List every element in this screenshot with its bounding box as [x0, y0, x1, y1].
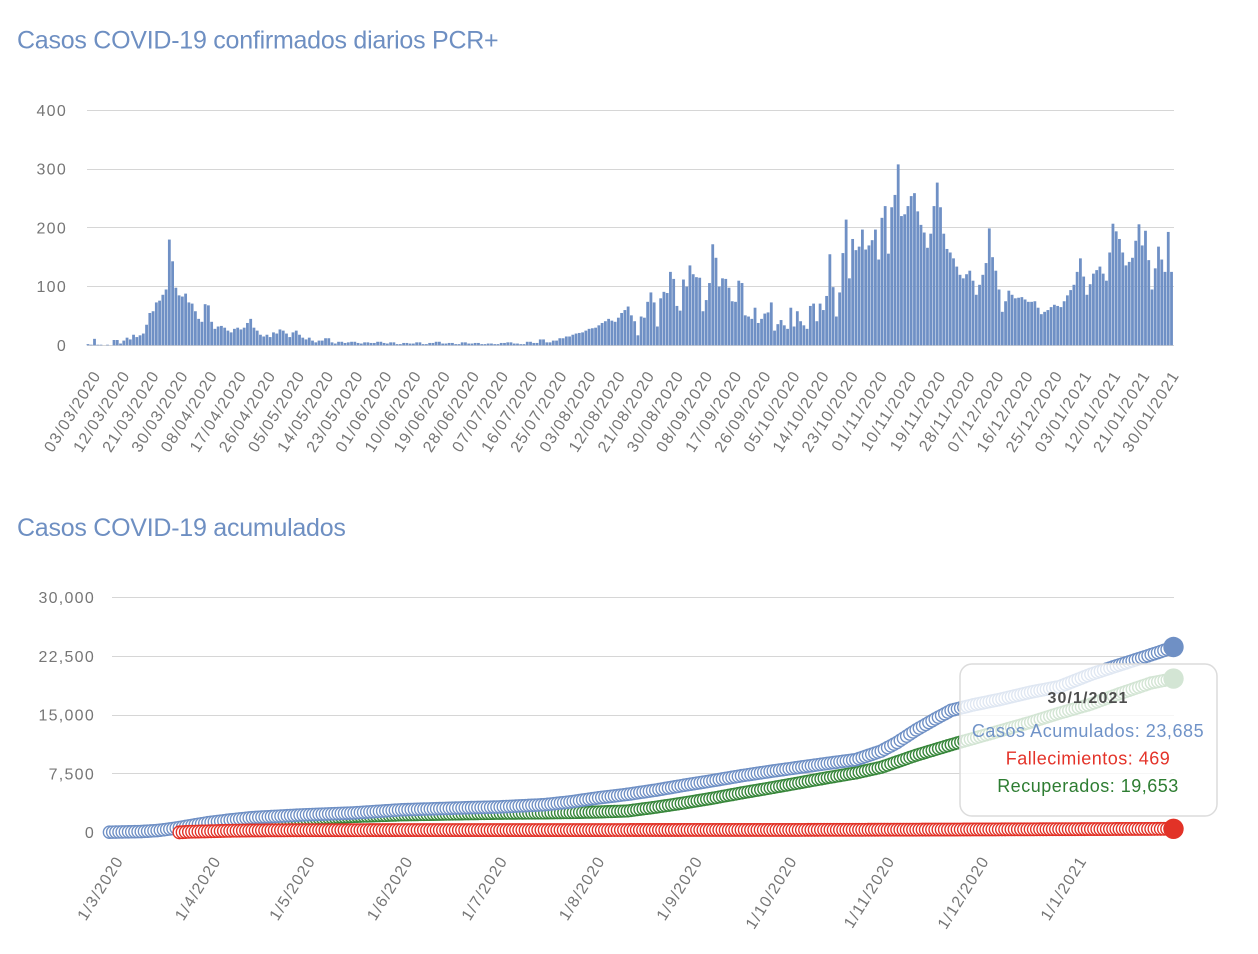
svg-text:30,000: 30,000 [38, 590, 95, 607]
svg-text:400: 400 [36, 103, 67, 120]
svg-text:22,500: 22,500 [38, 649, 95, 666]
svg-text:300: 300 [36, 162, 67, 179]
svg-text:100: 100 [36, 279, 67, 296]
svg-text:0: 0 [85, 825, 95, 842]
svg-text:Casos Acumulados: 23,685: Casos Acumulados: 23,685 [972, 721, 1204, 741]
svg-text:Casos COVID-19 confirmados dia: Casos COVID-19 confirmados diarios PCR+ [17, 27, 498, 55]
svg-text:Casos COVID-19 acumulados: Casos COVID-19 acumulados [17, 514, 346, 542]
svg-text:15,000: 15,000 [38, 708, 95, 725]
svg-text:7,500: 7,500 [49, 766, 95, 783]
svg-text:200: 200 [36, 220, 67, 237]
svg-text:Recuperados: 19,653: Recuperados: 19,653 [997, 776, 1179, 796]
svg-text:30/1/2021: 30/1/2021 [1047, 690, 1128, 707]
svg-text:Fallecimientos: 469: Fallecimientos: 469 [1006, 749, 1171, 769]
svg-text:0: 0 [57, 338, 67, 355]
